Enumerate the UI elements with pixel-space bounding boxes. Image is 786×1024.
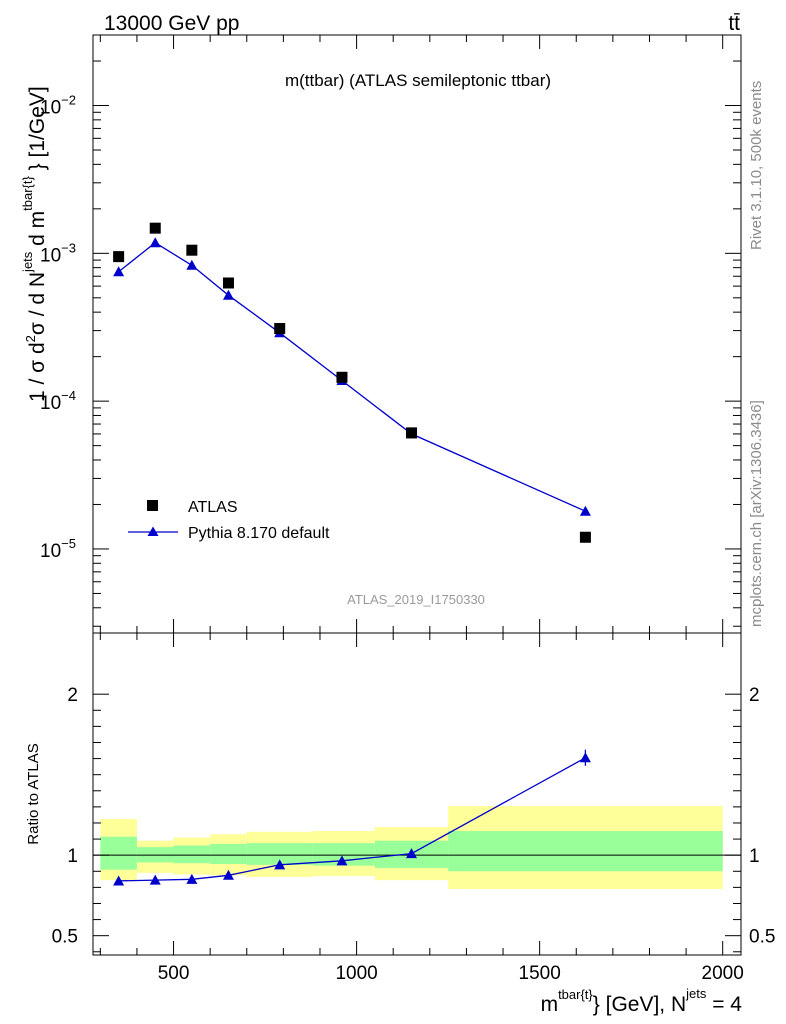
atlas-point [149, 222, 161, 234]
y-tick-label: 10−2 [40, 93, 76, 119]
y-tick-label: 10−4 [40, 388, 76, 414]
ratio-y-tick-label-right: 2 [749, 685, 760, 706]
x-tick-label: 1500 [519, 963, 561, 984]
uncertainty-band-inner [246, 843, 313, 865]
uncertainty-band-inner [173, 845, 211, 864]
ratio-point [406, 848, 418, 859]
atlas-point [406, 427, 418, 439]
x-tick-label: 500 [158, 963, 190, 984]
ratio-y-tick-label-right: 0.5 [749, 927, 775, 948]
ratio-y-tick-label-right: 1 [749, 846, 760, 867]
atlas-point [336, 371, 348, 383]
ratio-point [274, 859, 286, 870]
uncertainty-band-inner [448, 831, 723, 872]
ratio-frame [92, 632, 742, 956]
ratio-point [113, 875, 125, 886]
pythia-point [579, 505, 591, 516]
uncertainty-band-inner [312, 843, 375, 866]
main-panel: m(ttbar) (ATLAS semileptonic ttbar) ATLA… [20, 34, 742, 634]
rivet-version-label: Rivet 3.1.10, 500k events [748, 81, 765, 250]
legend-pythia-marker [147, 526, 159, 536]
x-axis-label: mtbar{t}} [GeV], Njets = 4 [541, 986, 743, 1016]
ratio-y-tick-label-left: 2 [67, 685, 78, 706]
ratio-marks [113, 749, 591, 886]
ratio-y-axis-label: Ratio to ATLAS [25, 743, 42, 844]
x-tick-label: 1000 [335, 963, 377, 984]
legend: ATLAS Pythia 8.170 default [128, 499, 330, 542]
pythia-point [222, 289, 234, 300]
pythia-point [149, 237, 161, 248]
ratio-x-axis: 500 1000 1500 2000 [99, 633, 744, 984]
ratio-point [336, 855, 348, 866]
ratio-uncertainty-bands [100, 806, 723, 889]
atlas-point [222, 277, 234, 289]
ratio-line [118, 757, 586, 882]
ratio-point [149, 874, 161, 885]
legend-atlas-label: ATLAS [188, 499, 238, 516]
main-x-axis [99, 35, 724, 633]
pythia-point [186, 259, 198, 270]
ratio-y-tick-label-left: 0.5 [52, 927, 78, 948]
x-tick-label: 2000 [702, 963, 744, 984]
ratio-y-axis: 0.5 0.5 1 1 2 2 [52, 685, 775, 953]
legend-pythia-label: Pythia 8.170 default [188, 525, 330, 542]
ratio-panel: 0.5 0.5 1 1 2 2 500 1000 1500 2000 Ratio to ATLA… [25, 632, 775, 1016]
y-tick-label: 10−5 [40, 536, 76, 562]
atlas-point [579, 531, 591, 543]
atlas-point [113, 251, 125, 263]
ratio-point [186, 873, 198, 884]
ratio-y-tick-label-left: 1 [67, 846, 78, 867]
pythia-point [113, 266, 125, 277]
mcplots-label: mcplots.cern.ch [arXiv:1306.3436] [748, 400, 765, 627]
analysis-watermark: ATLAS_2019_I1750330 [347, 592, 485, 607]
main-y-axis-label: 1 / σ d2σ / d Njets d mtbar{t} } [1/GeV] [20, 86, 49, 402]
main-frame [92, 34, 742, 634]
atlas-point [186, 244, 198, 256]
uncertainty-band-inner [210, 843, 247, 865]
y-tick-label: 10−3 [40, 240, 76, 266]
atlas-point [274, 323, 286, 335]
header-energy: 13000 GeV pp [104, 12, 239, 35]
main-y-axis: 10−5 10−4 10−3 10−2 [40, 34, 741, 627]
main-marks [113, 222, 591, 543]
pythia-line [118, 241, 586, 512]
header-process: tt̄ [728, 12, 740, 35]
legend-atlas-marker [147, 500, 158, 511]
uncertainty-band-inner [100, 836, 137, 870]
plot-title: m(ttbar) (ATLAS semileptonic ttbar) [285, 71, 551, 90]
ratio-point [222, 869, 234, 880]
ratio-point [579, 752, 591, 763]
